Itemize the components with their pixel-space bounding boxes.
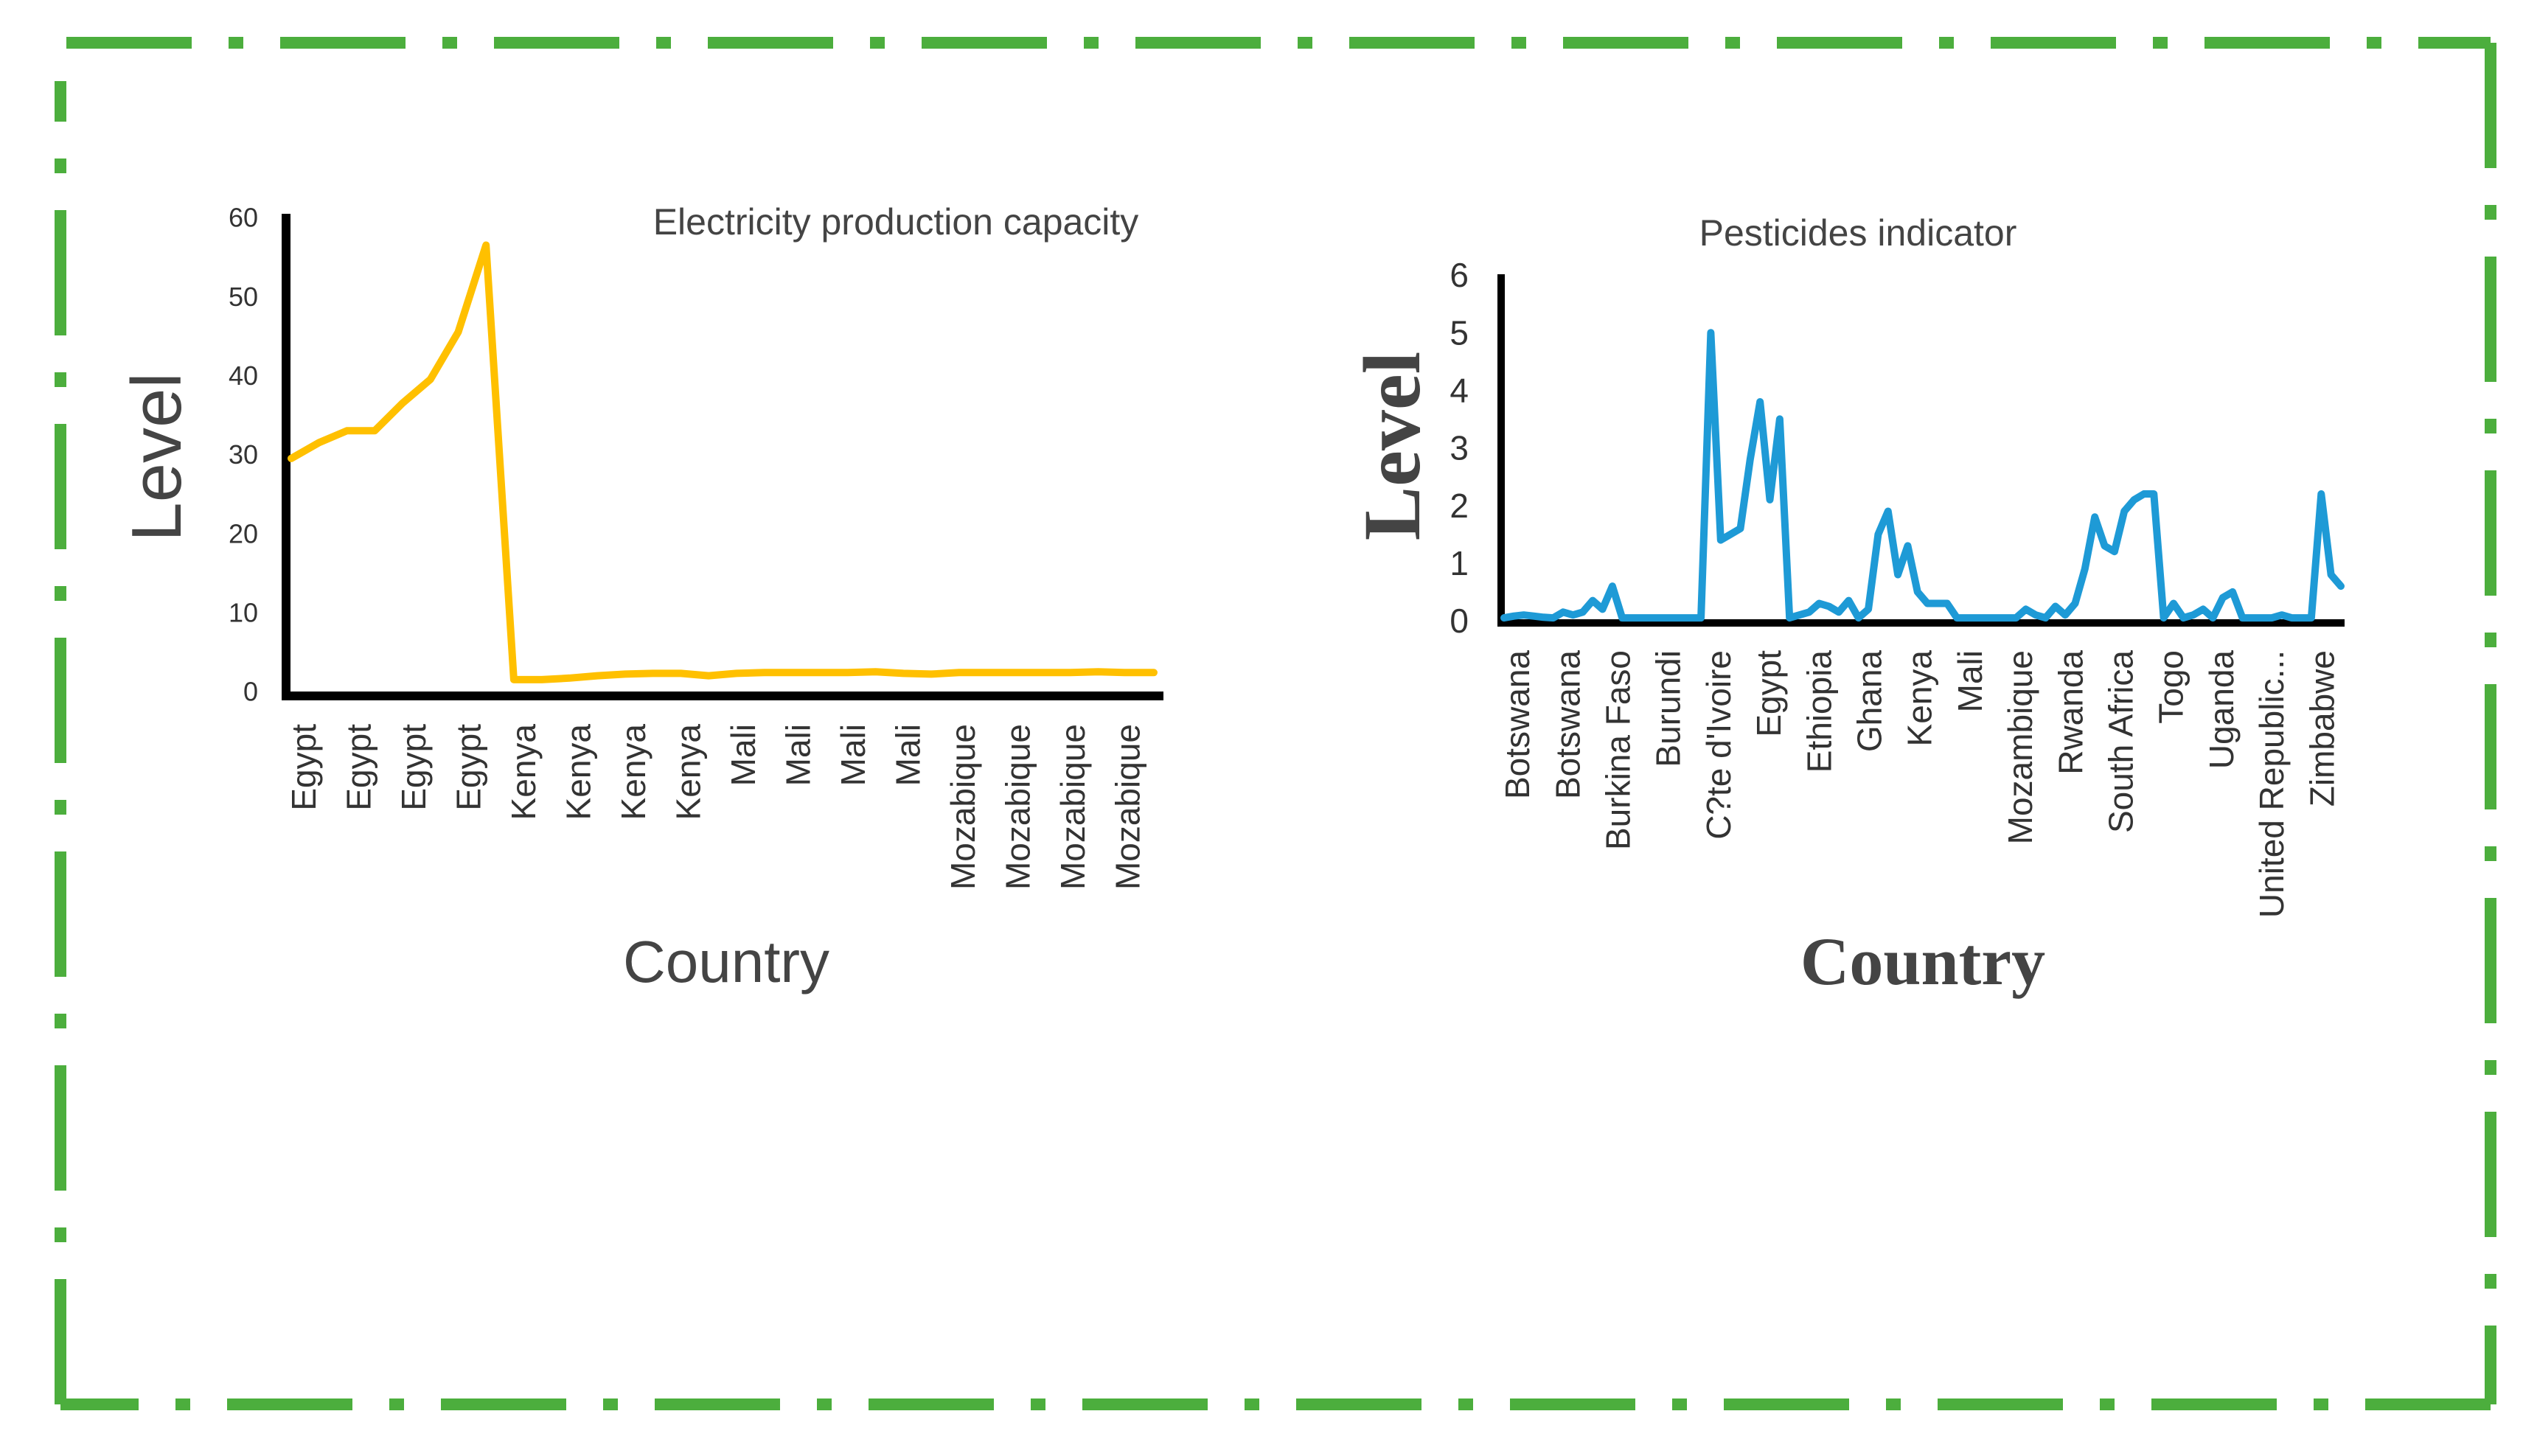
chart1-xtick-label: Mali bbox=[834, 724, 872, 786]
chart1-xtick-label: Egypt bbox=[340, 724, 378, 811]
chart1-xtick-label: Mali bbox=[779, 724, 818, 786]
chart2-title: Pesticides indicator bbox=[1699, 212, 2017, 254]
chart2-xtick-label: Mali bbox=[1951, 650, 1989, 712]
chart1-ytick-label: 60 bbox=[229, 203, 258, 233]
chart2-ytick-label: 2 bbox=[1450, 487, 1469, 525]
chart1-xtick-label: Kenya bbox=[560, 724, 598, 821]
chart1-xtick-label: Egypt bbox=[285, 724, 323, 811]
chart1-xtick-label: Mali bbox=[724, 724, 762, 786]
chart1-xtick-label: Kenya bbox=[614, 724, 652, 821]
chart2-ytick-label: 5 bbox=[1450, 313, 1469, 352]
chart1-xtick-label: Kenya bbox=[504, 724, 543, 821]
chart2-xtick-label: South Africa bbox=[2102, 650, 2140, 833]
chart2-xlabel: Country bbox=[1800, 924, 2045, 999]
chart1-ytick-label: 30 bbox=[229, 439, 258, 470]
chart2-xtick-label: Rwanda bbox=[2051, 650, 2089, 775]
chart1-xtick-label: Mali bbox=[889, 724, 928, 786]
chart1-series-line bbox=[288, 241, 1158, 683]
chart1-ylabel: Level bbox=[117, 372, 196, 542]
chart1-xtick-label: Egypt bbox=[450, 724, 488, 811]
chart2-xtick-label: Botswana bbox=[1498, 650, 1537, 799]
chart2-xtick-label: Burkina Faso bbox=[1599, 650, 1638, 850]
chart1-xtick-label: Egypt bbox=[394, 724, 433, 811]
chart2-ylabel: Level bbox=[1347, 352, 1437, 541]
chart2-xtick-label: United Republic... bbox=[2252, 650, 2291, 918]
chart-pesticides: Pesticides indicator Level Country 0 1 2 3 4… bbox=[1347, 212, 2345, 999]
chart2-xtick-label: Egypt bbox=[1750, 650, 1788, 737]
chart1-ytick-label: 40 bbox=[229, 360, 258, 391]
chart2-xtick-label: Burundi bbox=[1649, 650, 1688, 767]
chart1-ytick-label: 10 bbox=[229, 597, 258, 627]
chart1-xlabel: Country bbox=[623, 929, 829, 995]
chart1-xtick-label: Mozabique bbox=[944, 724, 982, 890]
chart2-xtick-label: Uganda bbox=[2202, 650, 2241, 770]
chart2-xtick-label: Ghana bbox=[1851, 650, 1889, 753]
chart2-series-line bbox=[1500, 329, 2345, 622]
chart1-xtick-label: Mozabique bbox=[999, 724, 1037, 890]
chart1-title: Electricity production capacity bbox=[653, 201, 1139, 243]
chart2-xtick-label: Ethiopia bbox=[1800, 650, 1838, 773]
chart2-xtick-label: Botswana bbox=[1548, 650, 1587, 799]
chart2-xtick-label: C?te d'Ivoire bbox=[1699, 650, 1738, 840]
chart2-ytick-label: 6 bbox=[1450, 256, 1469, 294]
chart1-ytick-label: 20 bbox=[229, 518, 258, 548]
chart2-ytick-label: 4 bbox=[1450, 371, 1469, 409]
chart2-xtick-label: Mozambique bbox=[2001, 650, 2039, 844]
chart1-ytick-label: 50 bbox=[229, 282, 258, 312]
chart1-ytick-label: 0 bbox=[243, 677, 258, 707]
chart2-ytick-label: 1 bbox=[1450, 544, 1469, 582]
chart2-ytick-label: 0 bbox=[1450, 602, 1469, 640]
chart2-xtick-label: Kenya bbox=[1901, 650, 1939, 747]
chart2-xtick-label: Zimbabwe bbox=[2303, 650, 2341, 807]
chart1-xtick-label: Mozabique bbox=[1054, 724, 1092, 890]
chart1-xtick-label: Kenya bbox=[669, 724, 708, 821]
chart2-xtick-label: Togo bbox=[2152, 650, 2190, 724]
chart1-xtick-label: Mozabique bbox=[1109, 724, 1147, 890]
dashed-frame bbox=[55, 37, 2496, 1410]
chart-electricity: Electricity production capacity Level Co… bbox=[117, 201, 1163, 995]
chart2-ytick-label: 3 bbox=[1450, 429, 1469, 467]
